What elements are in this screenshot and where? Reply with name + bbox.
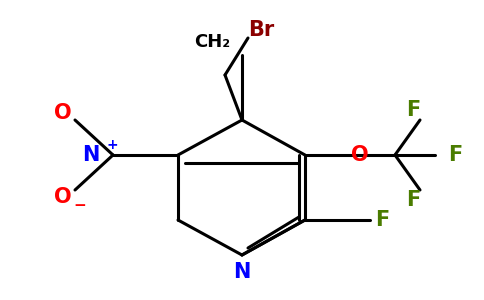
Text: Br: Br — [248, 20, 274, 40]
Text: F: F — [406, 100, 420, 120]
Text: N: N — [83, 145, 100, 165]
Text: CH₂: CH₂ — [194, 33, 230, 51]
Text: O: O — [351, 145, 369, 165]
Text: O: O — [54, 103, 72, 123]
Text: F: F — [406, 190, 420, 210]
Text: +: + — [107, 138, 119, 152]
Text: −: − — [73, 197, 86, 212]
Text: F: F — [375, 210, 389, 230]
Text: N: N — [233, 262, 251, 282]
Text: O: O — [54, 187, 72, 207]
Text: F: F — [448, 145, 462, 165]
